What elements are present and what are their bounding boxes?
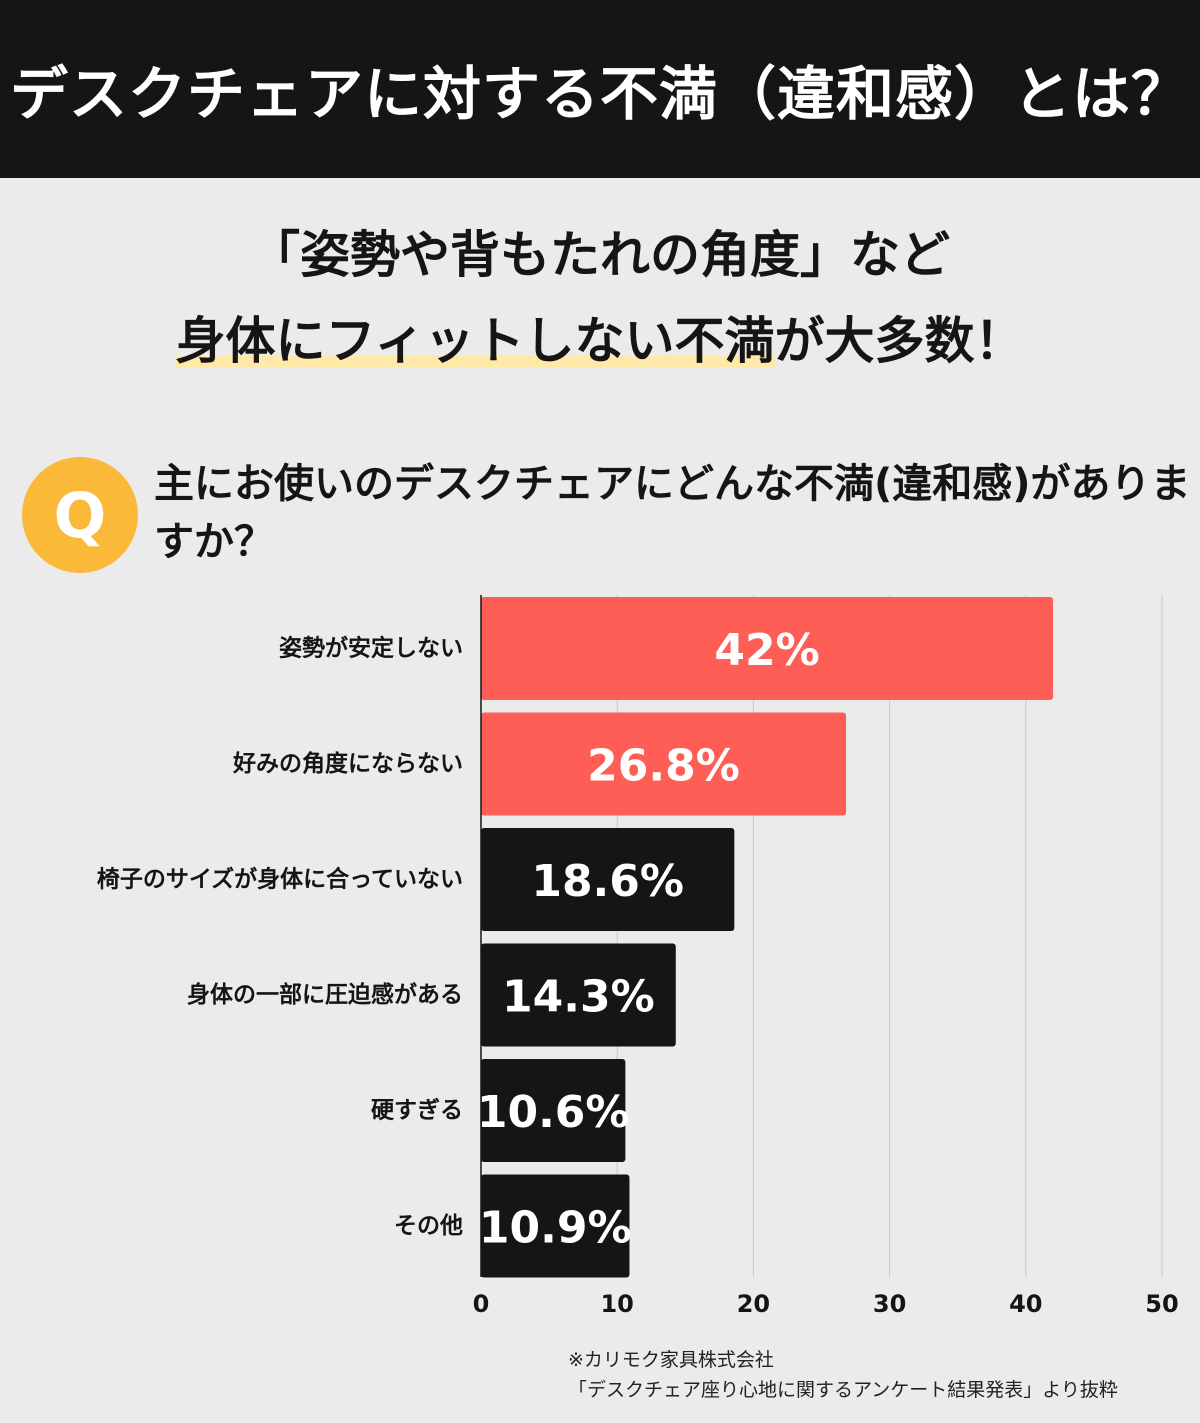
bar-chart: 姿勢が安定しない 42% 好みの角度にならない 26.8% 椅子のサイズが身体に合ってい…	[0, 585, 1200, 1325]
category-label: その他	[394, 1213, 463, 1239]
headline-rest: が大多数！	[774, 312, 1025, 370]
category-label: 身体の一部に圧迫感がある	[187, 981, 463, 1008]
bar	[481, 1174, 630, 1278]
headline-line-1: 「姿勢や背もたれの角度」など	[250, 226, 950, 284]
data-label: 10.6%	[477, 1087, 630, 1138]
category-label: 好みの角度にならない	[232, 750, 463, 777]
title-bar: デスクチェアに対する不満（違和感）とは？	[0, 0, 1200, 178]
x-tick-label: 50	[1145, 1290, 1178, 1318]
footnote-line-2: 「デスクチェア座り心地に関するアンケート結果発表」より抜粋	[568, 1379, 1118, 1401]
bar	[481, 943, 676, 1047]
footnote: ※カリモク家具株式会社 「デスクチェア座り心地に関するアンケート結果発表」より抜…	[568, 1345, 1118, 1405]
category-label: 姿勢が安定しない	[279, 635, 463, 662]
question-badge: Q	[22, 457, 138, 573]
bar	[481, 597, 1054, 700]
headline-highlight: 身体にフィットしない不満	[175, 312, 775, 370]
x-tick-label: 40	[1009, 1290, 1042, 1318]
bar	[481, 828, 735, 931]
headline: 「姿勢や背もたれの角度」など 身体にフィットしない不満が大多数！	[0, 212, 1200, 384]
x-tick-label: 30	[873, 1290, 906, 1318]
bar	[481, 1059, 626, 1162]
data-label: 14.3%	[502, 972, 655, 1023]
question-text: 主にお使いのデスクチェアにどんな不満(違和感)がありますか？	[154, 461, 1191, 565]
footnote-line-1: ※カリモク家具株式会社	[568, 1349, 774, 1371]
data-label: 18.6%	[531, 856, 684, 907]
category-label: 硬すぎる	[371, 1097, 463, 1124]
x-tick-label: 20	[737, 1290, 770, 1318]
x-tick-label: 10	[600, 1290, 633, 1318]
data-label: 26.8%	[587, 741, 740, 792]
category-label: 椅子のサイズが身体に合っていない	[97, 866, 463, 893]
bar-chart-svg: 姿勢が安定しない 42% 好みの角度にならない 26.8% 椅子のサイズが身体に合ってい…	[97, 595, 1179, 1318]
page-title: デスクチェアに対する不満（違和感）とは？	[9, 60, 1190, 128]
data-label: 10.9%	[479, 1203, 632, 1254]
x-tick-label: 0	[473, 1290, 490, 1318]
bar	[481, 712, 847, 816]
data-label: 42%	[714, 625, 819, 676]
headline-line-2: 身体にフィットしない不満が大多数！	[0, 298, 1200, 384]
question-block: Q 主にお使いのデスクチェアにどんな不満(違和感)がありますか？	[22, 455, 1200, 585]
